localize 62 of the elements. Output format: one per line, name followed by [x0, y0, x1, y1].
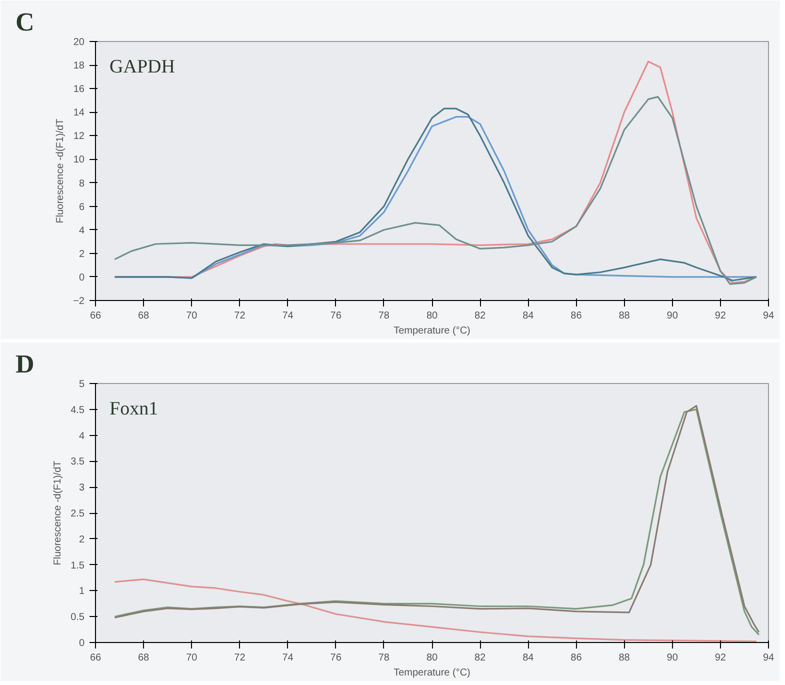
y-axis-title: Fluorescence -d(F1)/dT	[55, 118, 66, 224]
line-series	[114, 578, 758, 642]
x-tick-label: 78	[378, 652, 390, 664]
y-tick-label: 2.5	[70, 508, 85, 520]
x-tick-label: 66	[90, 310, 102, 322]
x-tick-label: 90	[666, 652, 678, 664]
x-tick-label: 80	[426, 652, 438, 664]
x-tick-label: 74	[282, 310, 294, 322]
x-tick-label: 78	[378, 310, 390, 322]
x-tick-label: 90	[666, 310, 678, 322]
y-tick-label: 14	[73, 108, 85, 119]
x-axis-title: Temperature (°C)	[394, 668, 470, 678]
x-tick-label: 92	[714, 652, 726, 664]
annotation: GAPDH	[110, 56, 176, 78]
x-tick-label: 88	[618, 310, 630, 322]
y-tick-label: 4	[78, 430, 85, 442]
y-tick-label: 4	[78, 225, 85, 236]
y-tick-label: 1	[78, 586, 85, 598]
y-tick-label: 0.5	[70, 612, 85, 624]
x-tick-label: 76	[330, 310, 342, 322]
x-tick-label: 70	[186, 652, 198, 664]
y-tick-label: 12	[73, 131, 85, 142]
y-tick-label: 0	[78, 638, 85, 649]
x-tick-label: 86	[570, 652, 582, 664]
x-tick-label: 72	[234, 310, 246, 322]
y-tick-label: 3	[78, 482, 85, 494]
y-tick-label: 6	[78, 202, 85, 213]
y-tick-label: −2	[73, 296, 85, 307]
y-tick-label: 20	[73, 37, 85, 48]
chart-title: D	[16, 350, 34, 378]
y-tick-label: 2	[78, 534, 85, 546]
y-tick-label: 10	[73, 154, 85, 166]
y-tick-label: 4.5	[70, 404, 85, 416]
y-tick-label: 0	[78, 272, 85, 284]
x-tick-label: 86	[570, 310, 582, 322]
x-tick-label: 68	[138, 652, 150, 664]
y-tick-label: 16	[73, 84, 85, 96]
x-axis-title: Temperature (°C)	[394, 326, 470, 336]
x-tick-label: 70	[186, 310, 198, 322]
y-tick-label: 18	[73, 60, 85, 72]
y-tick-label: 3.5	[70, 456, 85, 468]
x-tick-label: 66	[90, 652, 102, 664]
annotation: Foxn1	[110, 398, 158, 420]
y-tick-label: 8	[78, 178, 85, 190]
x-tick-label: 80	[426, 310, 438, 322]
x-tick-label: 74	[282, 652, 294, 664]
x-tick-label: 68	[138, 310, 150, 322]
x-tick-label: 76	[330, 652, 342, 664]
x-tick-label: 72	[234, 652, 246, 664]
x-tick-label: 84	[522, 652, 534, 664]
x-tick-label: 82	[474, 652, 486, 664]
x-tick-label: 92	[714, 310, 726, 322]
y-tick-label: 2	[78, 248, 85, 260]
y-tick-label: 1.5	[70, 560, 85, 572]
x-tick-label: 88	[618, 652, 630, 664]
x-tick-label: 84	[522, 310, 534, 322]
x-tick-label: 94	[762, 652, 774, 664]
y-axis-title: Fluorescence -d(F1)/dT	[52, 460, 64, 566]
y-tick-label: 5	[78, 379, 85, 390]
x-tick-label: 82	[474, 310, 486, 322]
chart-title: C	[16, 8, 34, 36]
x-tick-label: 94	[762, 310, 774, 322]
